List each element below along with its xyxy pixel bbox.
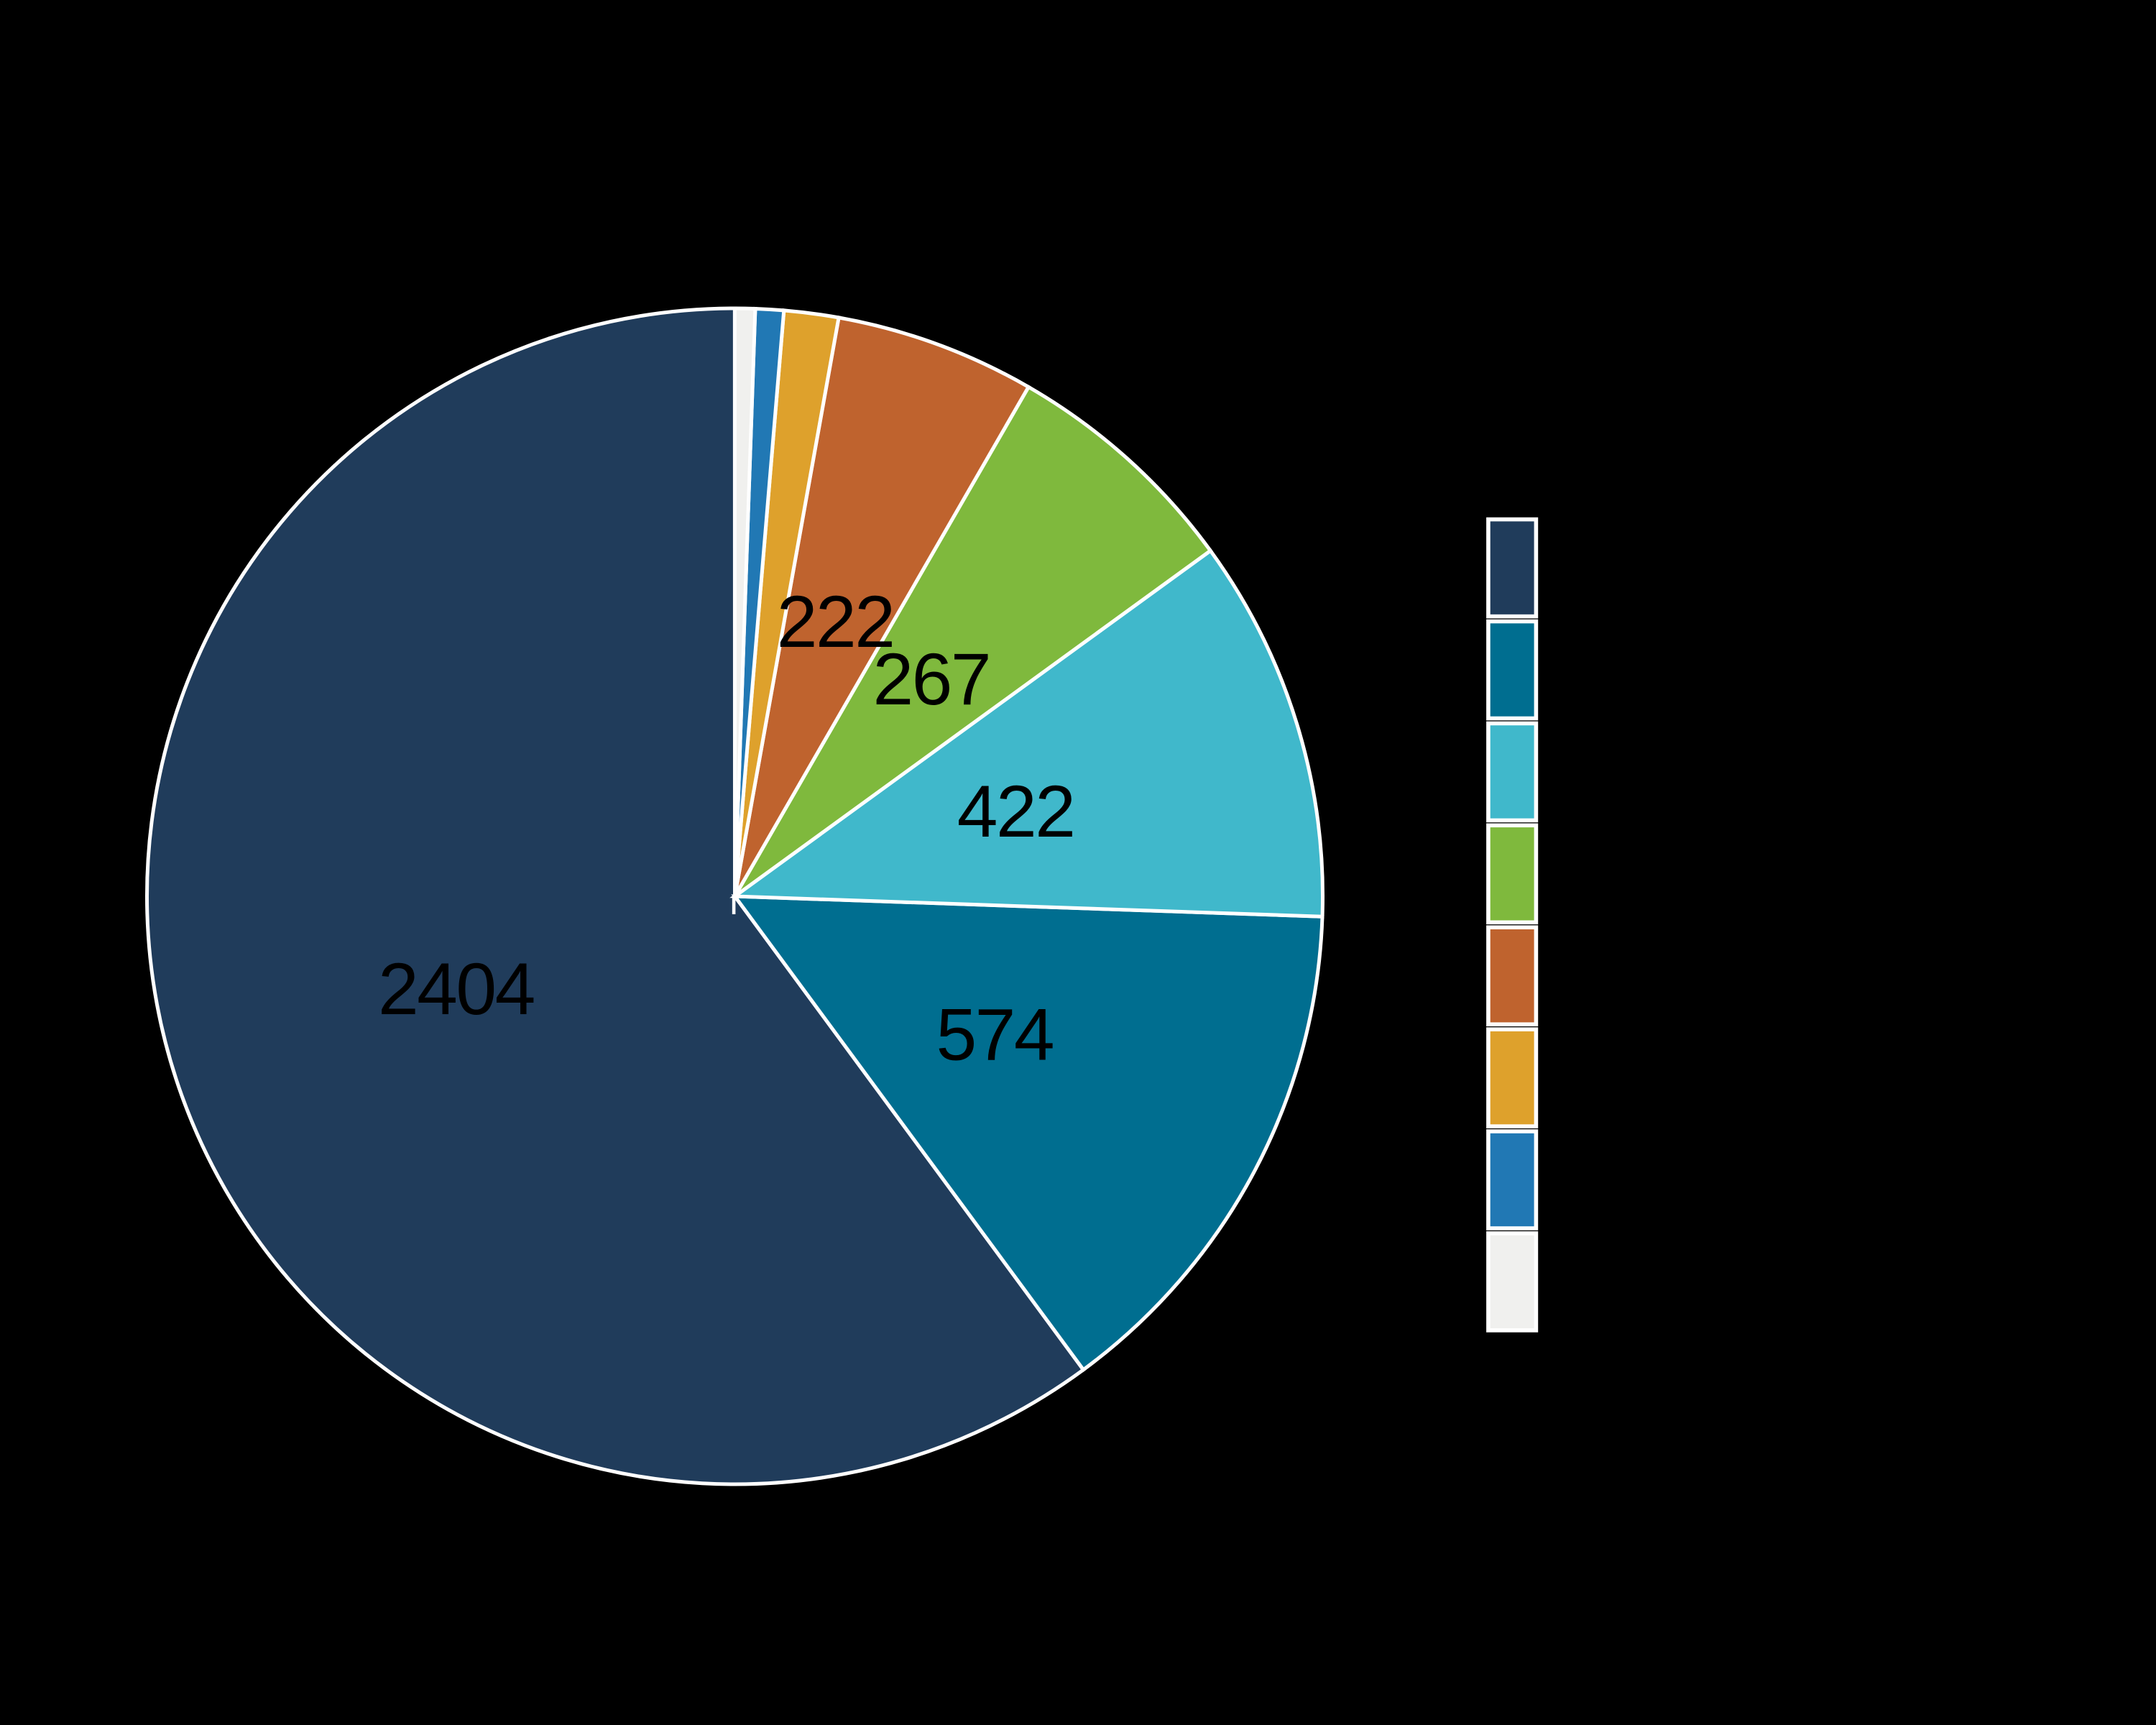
svg-text:422: 422	[957, 770, 1074, 852]
svg-text:2404: 2404	[378, 948, 534, 1030]
svg-text:222: 222	[777, 581, 894, 663]
svg-text:574: 574	[936, 993, 1053, 1075]
svg-text:267: 267	[872, 638, 990, 720]
